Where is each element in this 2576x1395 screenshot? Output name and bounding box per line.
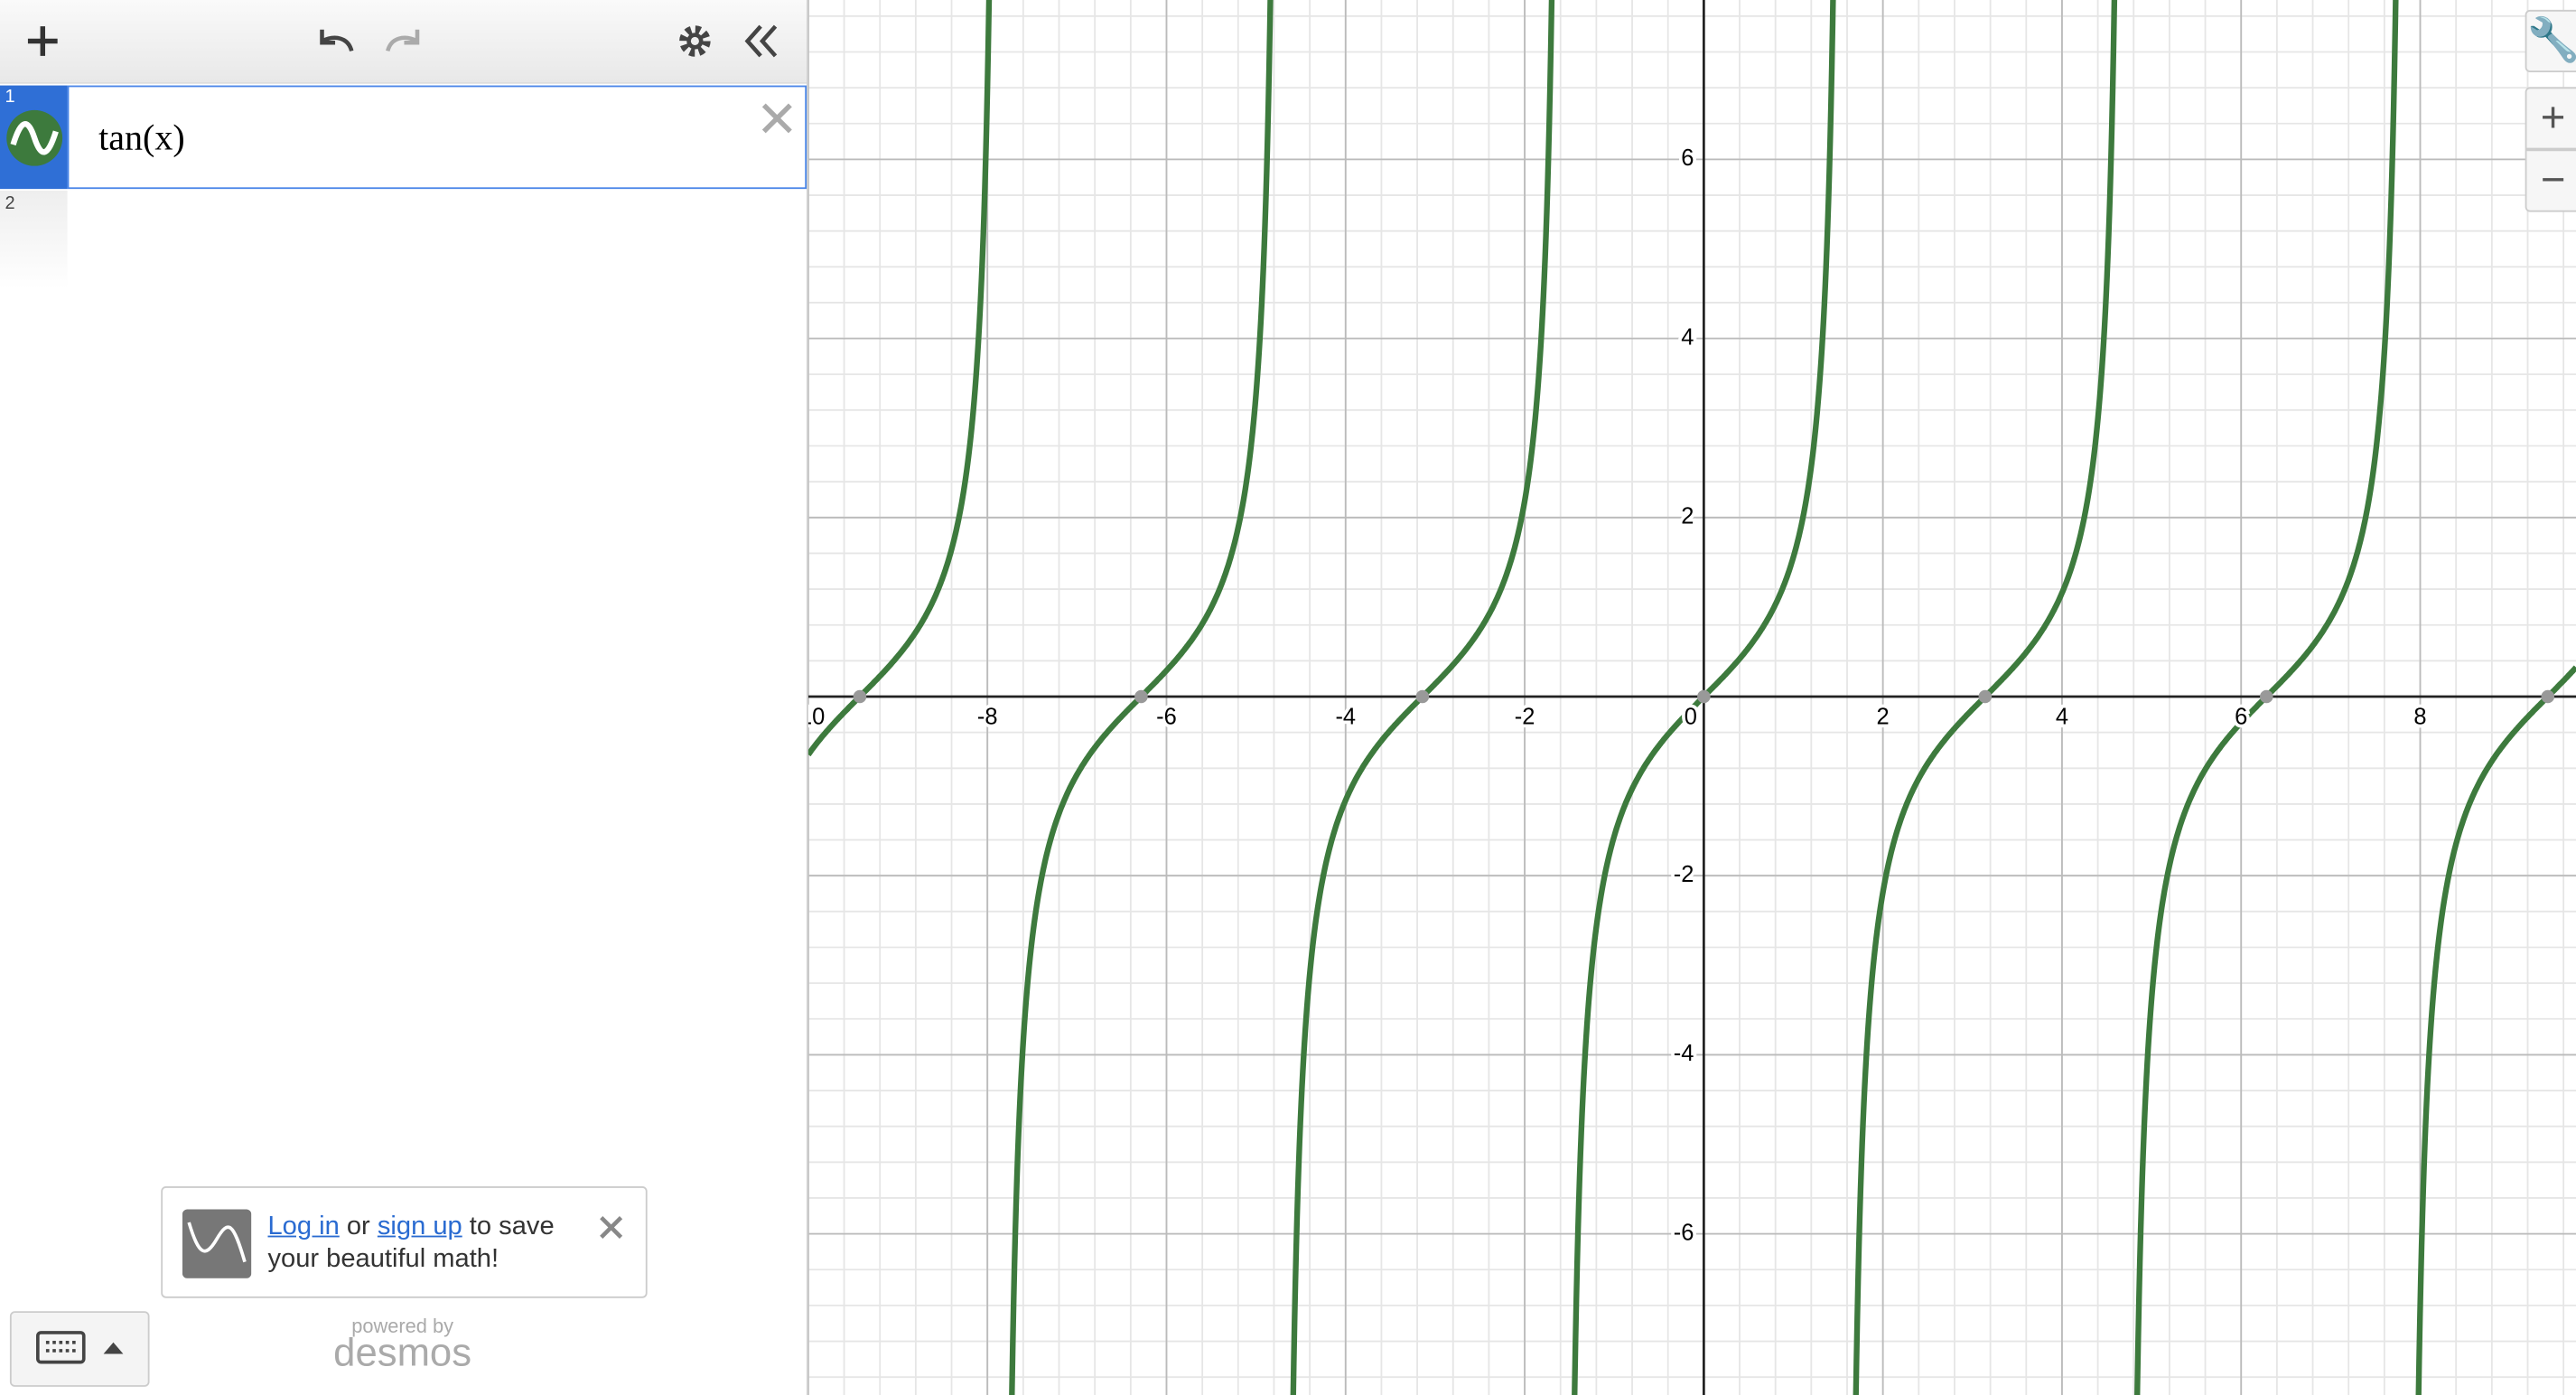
expression-input[interactable]: tan(x) <box>67 85 807 190</box>
banner-text: your beautiful math! <box>267 1245 499 1274</box>
undo-button[interactable] <box>313 22 359 61</box>
zoom-in[interactable]: + <box>2525 87 2576 150</box>
y-tick-label: -2 <box>1674 862 1694 887</box>
banner-text: to save <box>469 1212 555 1241</box>
settings-button[interactable] <box>676 22 715 61</box>
collapse-button[interactable] <box>742 22 782 61</box>
x-tick-label: 6 <box>2235 704 2247 729</box>
y-tick-label: -4 <box>1674 1041 1694 1066</box>
expression-panel: 1 tan(x) 2 Log in or sign up to save your… <box>0 0 808 1395</box>
delete-button[interactable] <box>759 100 795 136</box>
banner-icon <box>182 1209 252 1278</box>
y-tick-label: -6 <box>1674 1220 1694 1245</box>
login-link[interactable]: Log in <box>267 1212 340 1241</box>
expression-gutter: 1 <box>0 85 68 190</box>
x-tick-label: 4 <box>2056 704 2068 729</box>
add-button[interactable] <box>23 22 62 61</box>
graph-settings[interactable]: 🔧 <box>2525 9 2576 73</box>
banner-or: or <box>346 1212 370 1241</box>
zero-point <box>1978 689 1993 704</box>
close-banner[interactable] <box>598 1214 624 1241</box>
x-tick-label: -6 <box>1156 704 1177 729</box>
signup-link[interactable]: sign up <box>377 1212 462 1241</box>
banner-text: Log in or sign up to save your beautiful … <box>267 1211 554 1277</box>
login-banner: Log in or sign up to save your beautiful … <box>161 1186 648 1298</box>
brand: desmos <box>333 1331 472 1376</box>
zoom-out[interactable]: − <box>2525 149 2576 212</box>
y-tick-label: 2 <box>1681 504 1694 529</box>
x-tick-label: -2 <box>1515 704 1535 729</box>
y-tick-label: 6 <box>1681 145 1694 171</box>
color-icon[interactable] <box>5 108 63 167</box>
powered-by: powered by <box>351 1314 454 1338</box>
x-tick-label: 8 <box>2413 704 2426 729</box>
graph-paper: -10 -8 -6 -4 -2 0 2 4 6 8 -6 -4 -2 2 4 6 <box>807 0 2576 1395</box>
zero-point <box>1134 689 1148 704</box>
expression-gutter: 2 <box>0 190 68 290</box>
zero-point <box>1415 689 1430 704</box>
expression-text: tan(x) <box>98 117 185 158</box>
expression-index: 1 <box>5 87 15 108</box>
x-tick-label: -8 <box>977 704 998 729</box>
keyboard-icon <box>36 1331 124 1364</box>
x-tick-label: 2 <box>1877 704 1890 729</box>
zero-point <box>1697 689 1711 704</box>
keyboard-button[interactable] <box>9 1311 150 1387</box>
y-tick-label: 4 <box>1681 324 1694 350</box>
x-tick-label: -4 <box>1335 704 1356 729</box>
x-tick-label: -10 <box>808 704 825 729</box>
zero-point <box>2541 689 2555 704</box>
zero-point <box>853 689 867 704</box>
zero-point <box>2260 689 2273 704</box>
x-tick-label: 0 <box>1685 704 1697 729</box>
redo-button[interactable] <box>381 22 427 61</box>
toolbar <box>0 0 807 84</box>
expression-index: 2 <box>5 193 15 214</box>
